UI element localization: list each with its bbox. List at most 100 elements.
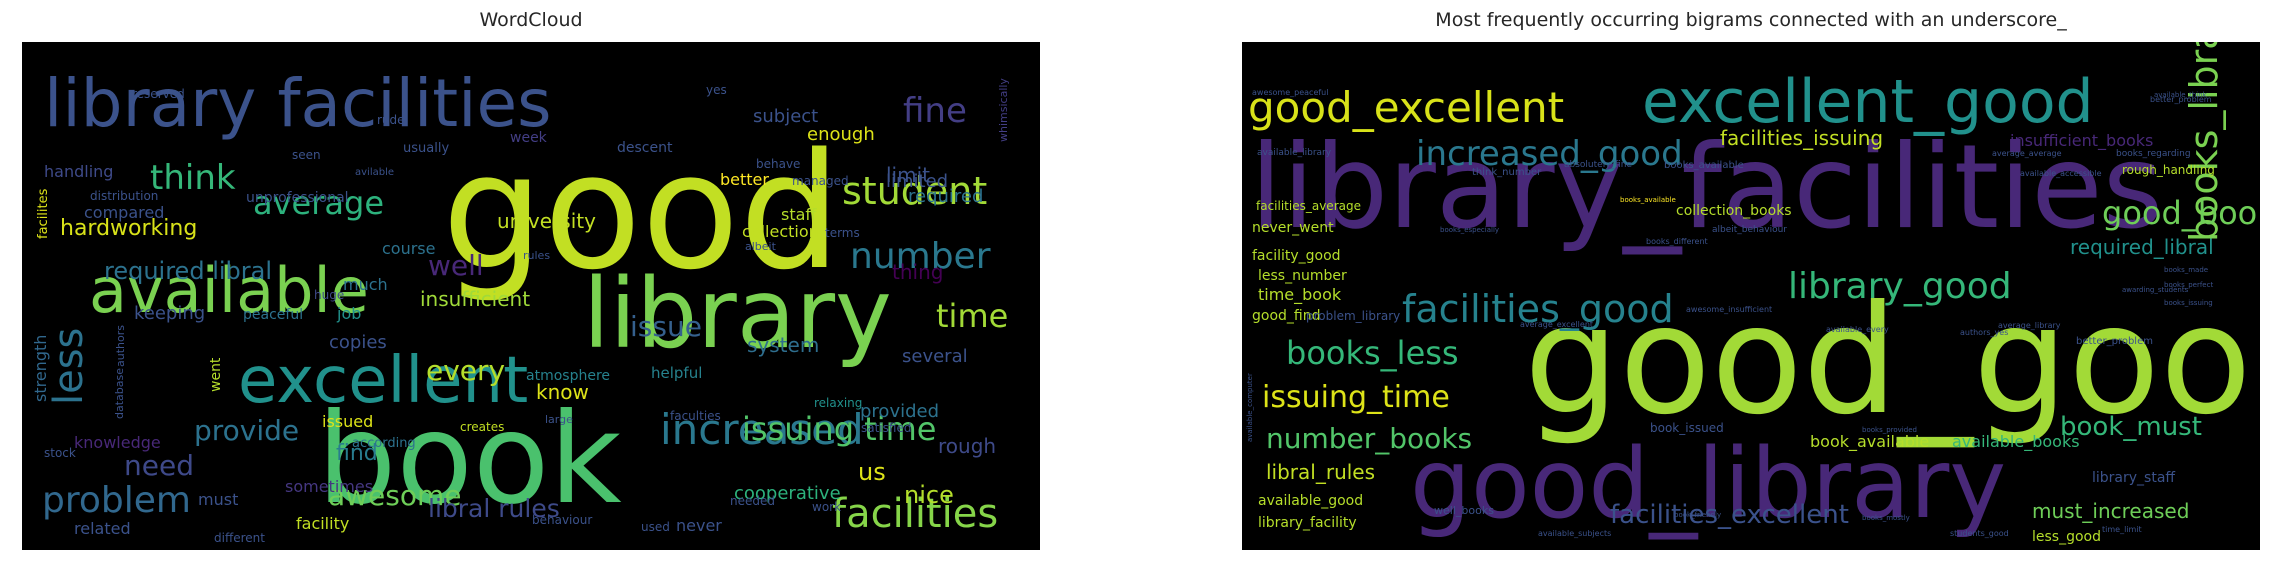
bigram-available-accessible: available_accessible	[2020, 169, 2102, 178]
word-reserved: reserved	[132, 87, 185, 101]
word-rules: rules	[523, 249, 550, 262]
bigram-better-problem: better_problem	[2076, 336, 2153, 347]
word-satisfied: satisfied	[861, 421, 911, 435]
word-facility: facility	[296, 514, 349, 533]
bigram-better-problem: better_problem	[2150, 95, 2212, 104]
word-work: work	[812, 500, 841, 514]
word-albeit: albeit	[745, 240, 777, 253]
wordcloud-panel: good book library library facilities excelle…	[22, 42, 1040, 550]
bigram-required-libral: required_libral	[2070, 235, 2214, 259]
word-insufficient: insufficient	[420, 287, 530, 311]
word-peaceful: peaceful	[243, 307, 303, 323]
bigram-facilities-average: facilities_average	[1256, 199, 1361, 213]
bigram-collection-books: collection_books	[1676, 203, 1792, 219]
bigram-available-good: available_good	[1258, 493, 1363, 509]
bigram-books-different: books_different	[1646, 237, 1708, 246]
word-library: library	[583, 258, 892, 370]
bigram-book-friendly: book_friendly	[1674, 511, 1721, 519]
word-relaxing: relaxing	[814, 396, 862, 410]
bigram-books-made: books_made	[2164, 266, 2208, 274]
bigram-books-available: books_available	[1620, 196, 1676, 204]
word-issued: issued	[322, 412, 373, 431]
bigram-average-average: average_average	[1992, 149, 2062, 158]
bigram-book-issued: book_issued	[1650, 421, 1724, 435]
word-provide: provide	[194, 414, 299, 447]
bigram-books-mostly: books_mostly	[1862, 514, 1910, 522]
word-descent: descent	[617, 140, 673, 156]
bigram-good-good: good_good	[1524, 274, 2260, 448]
word-helpful: helpful	[651, 364, 702, 382]
word-number: number	[850, 236, 991, 277]
word-us: us	[858, 458, 886, 486]
word-strength: strength	[31, 335, 50, 402]
word-whimsically: whimsically	[997, 78, 1010, 142]
word-several: several	[902, 346, 968, 367]
word-student: student	[842, 169, 987, 213]
word-less: less	[46, 328, 92, 405]
word-required-libral: required libral	[104, 257, 272, 285]
bigram-books-library: books_library	[2182, 42, 2226, 242]
word-seen: seen	[292, 148, 321, 162]
word-need: need	[124, 449, 194, 482]
word-hardworking: hardworking	[60, 216, 197, 241]
word-rude: rude	[377, 113, 405, 127]
word-limit: limit	[886, 163, 930, 187]
bigram-available-library: available_library	[1257, 148, 1332, 158]
word-related: related	[74, 519, 131, 538]
bigram-less-number: less_number	[1258, 268, 1347, 284]
bigram-book-available: book_available	[1810, 432, 1929, 452]
word-avilable: avilable	[355, 167, 394, 178]
bigram-issuing-time: issuing_time	[1262, 380, 1450, 415]
word-behaviour: behaviour	[532, 513, 592, 527]
bigram-must-increased: must_increased	[2032, 499, 2189, 523]
bigram-albeit-behaviour: albeit_behaviour	[1712, 225, 1787, 235]
word-issue: issue	[630, 310, 702, 343]
bigram-available-subjects: available_subjects	[1538, 529, 1611, 538]
word-required: required	[908, 186, 983, 207]
word-large: large	[545, 413, 573, 426]
word-facilites: facilites	[36, 188, 51, 239]
word-distribution: distribution	[90, 189, 158, 203]
word-never: never	[676, 516, 722, 535]
bigram-cloud-panel: good_goodlibrary_facilitiesgood_libraryb…	[1242, 42, 2260, 550]
bigram-facility-good: facility_good	[1252, 248, 1341, 264]
bigram-facilities-good: facilities_good	[1402, 287, 1674, 331]
bigram-increased-good: increased_good	[1416, 134, 1683, 174]
word-libral-rules: libral rules	[428, 494, 560, 523]
word-terms: terms	[825, 226, 860, 240]
word-increased: increased	[660, 405, 864, 454]
word-staff: staff	[781, 205, 817, 224]
word-used: used	[641, 520, 670, 534]
word-excellent: excellent	[238, 344, 528, 418]
word-university: university	[497, 209, 596, 233]
word-facilities: facilities	[832, 491, 998, 537]
wordcloud-title: WordCloud	[479, 9, 583, 31]
word-better: better	[720, 170, 769, 189]
word-thing: thing	[892, 260, 943, 284]
bigram-books-less: books_less	[1286, 334, 1459, 372]
bigram-available-computer: available_computer	[1246, 373, 1254, 442]
bigram-time-book: time_book	[1258, 285, 1342, 305]
bigram-books-provided: books_provided	[1862, 426, 1917, 434]
bigram-library-facilities: library_facilities	[1250, 120, 2163, 255]
word-rough: rough	[938, 434, 996, 458]
word-handling: handling	[44, 162, 113, 181]
word-creates: creates	[460, 420, 504, 434]
bigram-book-must: book_must	[2060, 412, 2202, 442]
bigram-absolutely-fine: absolutely_fine	[1564, 160, 1632, 170]
word-job: job	[336, 304, 361, 323]
word-available: available	[89, 254, 369, 327]
bigram-cloud-title: Most frequently occurring bigrams connec…	[1435, 9, 2067, 31]
word-find: find	[336, 441, 378, 466]
word-behave: behave	[756, 157, 800, 171]
word-huge: huge	[314, 288, 344, 302]
word-nice: nice	[904, 481, 954, 509]
word-cooperative: cooperative	[734, 483, 841, 504]
word-average: average	[253, 184, 384, 222]
bigram-number-books: number_books	[1266, 422, 1472, 455]
bigram-books-available: books_available	[1664, 160, 1744, 171]
word-authors: authors	[114, 325, 127, 367]
bigram-excellent-good: excellent_good	[1642, 67, 2094, 137]
word-know: know	[536, 380, 589, 404]
bigram-average-excellent: average_excellent	[1520, 320, 1593, 329]
